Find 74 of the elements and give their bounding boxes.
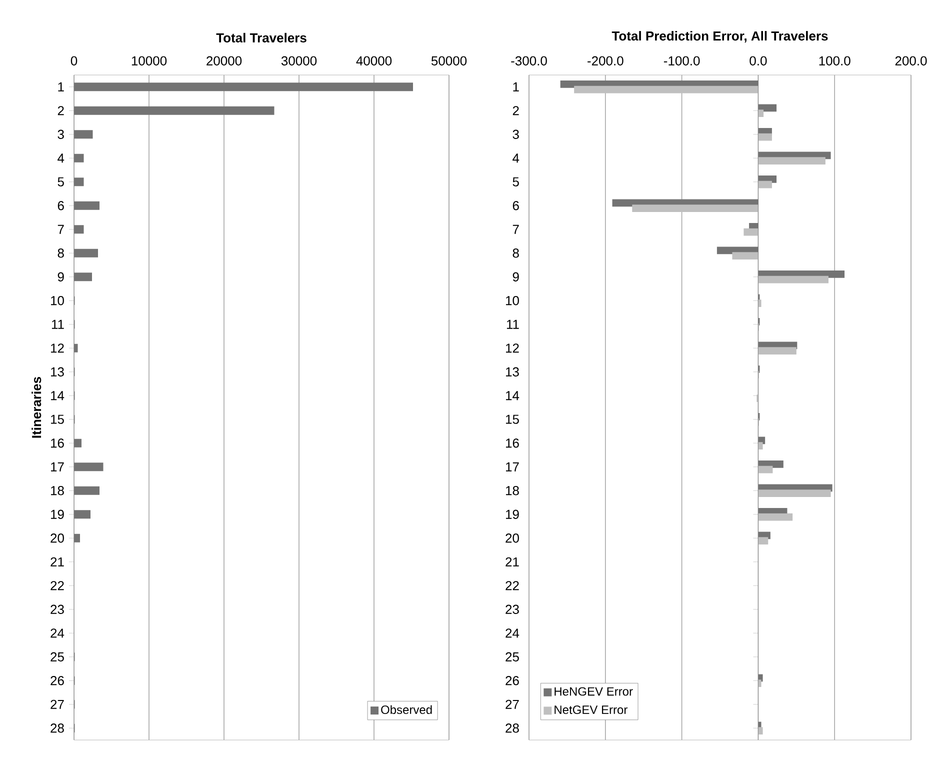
y-tick-label: 5	[512, 177, 519, 186]
y-tick-label: 21	[50, 557, 64, 566]
y-tick-label: 11	[506, 320, 519, 329]
y-tick-label: 3	[512, 130, 519, 139]
y-tick-label: 16	[51, 438, 64, 448]
y-tick-label: 18	[506, 486, 519, 496]
y-tick-label: 8	[58, 248, 64, 258]
y-tick-label: 13	[506, 367, 519, 376]
y-tick-label: 27	[506, 700, 519, 709]
y-tick-label: 26	[50, 676, 64, 686]
y-tick-label: 17	[506, 462, 519, 472]
y-tick-label: 14	[506, 391, 520, 400]
y-tick-label: 12	[506, 344, 519, 353]
y-tick-label: 15	[506, 414, 519, 424]
y-tick-label: 1	[513, 82, 519, 92]
y-tick-label: 5	[58, 177, 64, 186]
x-tick-label: 200.0	[895, 56, 927, 66]
chart-title: Total Travelers	[216, 32, 306, 42]
y-tick-label: 13	[51, 367, 64, 376]
y-tick-label: 25	[50, 652, 64, 662]
y-tick-label: 22	[50, 581, 64, 590]
y-tick-label: 9	[58, 272, 64, 282]
y-axis-title: Itineraries	[32, 376, 42, 438]
x-tick-label: 0.0	[750, 56, 767, 66]
y-tick-label: 17	[51, 462, 64, 472]
y-tick-label: 23	[506, 604, 519, 614]
x-tick-label: 20000	[206, 56, 242, 66]
y-tick-label: 25	[506, 652, 519, 662]
y-tick-label: 14	[51, 391, 64, 400]
y-tick-label: 24	[50, 628, 64, 638]
x-tick-label: -300.0	[511, 56, 547, 66]
y-tick-label: 12	[51, 344, 64, 353]
y-tick-label: 22	[506, 581, 519, 590]
y-tick-label: 27	[50, 700, 64, 709]
y-tick-label: 6	[58, 201, 64, 210]
y-tick-label: 20	[50, 534, 64, 543]
y-tick-label: 6	[512, 201, 519, 210]
y-tick-label: 19	[506, 510, 519, 519]
x-tick-label: 0	[70, 56, 78, 66]
x-tick-label: 40000	[356, 56, 392, 66]
y-tick-label: 15	[51, 414, 64, 424]
y-tick-label: 28	[506, 724, 519, 733]
y-tick-label: 26	[506, 676, 519, 686]
x-tick-label: 50000	[431, 56, 467, 66]
y-tick-label: 3	[58, 130, 64, 139]
y-tick-label: 1	[58, 82, 64, 92]
y-tick-label: 8	[512, 248, 519, 258]
y-tick-label: 16	[506, 438, 519, 448]
y-tick-label: 7	[58, 224, 64, 234]
y-tick-label: 23	[50, 604, 64, 614]
y-tick-label: 10	[51, 296, 64, 306]
y-tick-label: 10	[506, 296, 519, 306]
x-tick-label: 100.0	[819, 56, 850, 66]
y-tick-label: 20	[506, 534, 519, 543]
legend-label: Observed	[381, 705, 432, 714]
y-tick-label: 4	[512, 154, 520, 163]
y-tick-label: 18	[51, 486, 64, 496]
legend-label: NetGEV Error	[554, 706, 628, 714]
y-tick-label: 28	[50, 724, 64, 733]
x-tick-label: 30000	[281, 56, 317, 66]
y-tick-label: 2	[512, 106, 519, 116]
x-tick-label: -100.0	[664, 56, 700, 66]
x-tick-label: -200.0	[588, 56, 624, 66]
y-tick-label: 7	[512, 224, 519, 234]
y-tick-label: 19	[51, 510, 64, 519]
legend-label: HeNGEV Error	[554, 687, 633, 696]
y-tick-label: 24	[506, 628, 520, 638]
y-tick-label: 4	[58, 154, 64, 163]
x-tick-label: 10000	[132, 56, 167, 66]
y-tick-label: 9	[512, 272, 519, 282]
y-tick-label: 21	[506, 557, 519, 566]
chart-title: Total Prediction Error, All Travelers	[612, 31, 828, 42]
y-tick-label: 11	[52, 320, 64, 329]
y-tick-label: 2	[58, 106, 64, 116]
